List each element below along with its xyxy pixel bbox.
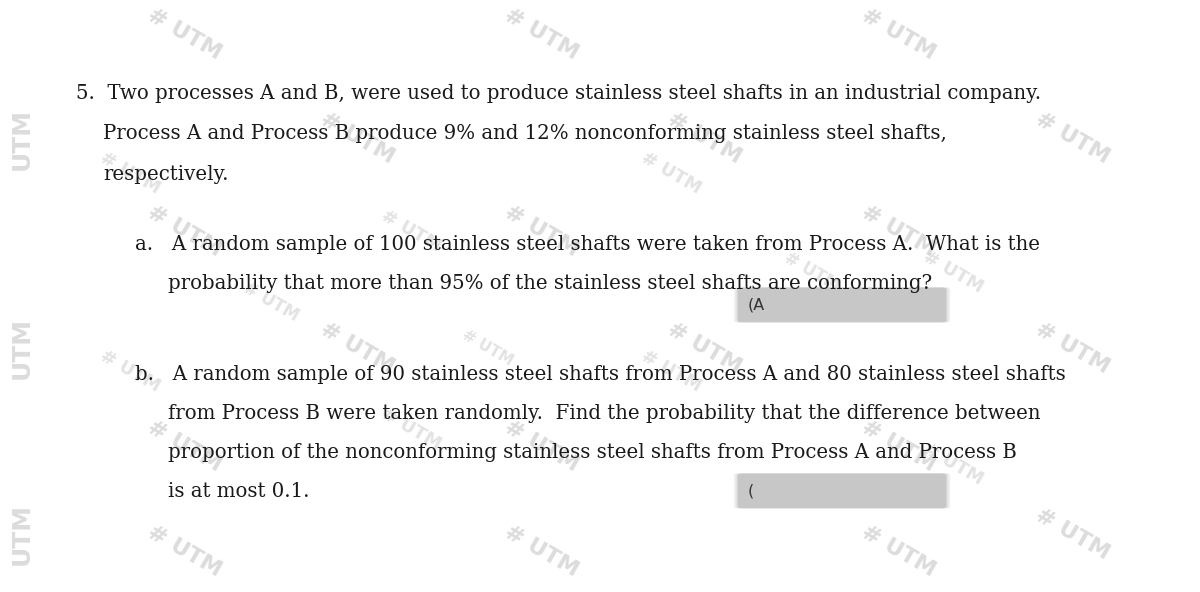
Text: # UTM: # UTM [858,202,940,261]
Text: # UTM: # UTM [781,249,844,295]
Text: from Process B were taken randomly.  Find the probability that the difference be: from Process B were taken randomly. Find… [168,404,1040,423]
Text: a.   A random sample of 100 stainless steel shafts were taken from Process A.  W: a. A random sample of 100 stainless stee… [136,234,1040,253]
FancyBboxPatch shape [738,288,946,322]
FancyBboxPatch shape [738,474,947,509]
Text: # UTM: # UTM [858,5,940,63]
FancyBboxPatch shape [733,473,950,509]
Text: # UTM: # UTM [1032,319,1112,377]
Text: UTM: UTM [10,503,34,565]
FancyBboxPatch shape [734,474,949,509]
Text: # UTM: # UTM [502,417,582,476]
Text: # UTM: # UTM [502,5,582,63]
Text: # UTM: # UTM [858,417,940,476]
Text: # UTM: # UTM [144,5,224,63]
Text: # UTM: # UTM [502,202,582,261]
Text: UTM: UTM [10,108,34,170]
Text: (: ( [748,484,754,498]
FancyBboxPatch shape [737,474,947,508]
Text: # UTM: # UTM [378,207,445,256]
Text: Process A and Process B produce 9% and 12% nonconforming stainless steel shafts,: Process A and Process B produce 9% and 1… [103,124,947,143]
FancyBboxPatch shape [736,288,949,322]
Text: # UTM: # UTM [502,522,582,580]
Text: (A: (A [748,297,764,313]
FancyBboxPatch shape [737,288,948,322]
FancyBboxPatch shape [736,288,948,322]
Text: # UTM: # UTM [638,347,704,395]
Text: # UTM: # UTM [317,110,397,168]
Text: # UTM: # UTM [317,319,397,377]
Text: # UTM: # UTM [664,319,744,377]
FancyBboxPatch shape [739,474,946,508]
Text: # UTM: # UTM [1032,110,1112,168]
Text: # UTM: # UTM [638,149,704,198]
FancyBboxPatch shape [736,474,949,509]
Text: # UTM: # UTM [144,202,224,261]
Text: respectively.: respectively. [103,165,228,184]
Text: # UTM: # UTM [858,522,940,580]
FancyBboxPatch shape [738,474,946,508]
Text: # UTM: # UTM [664,110,744,168]
Text: # UTM: # UTM [240,278,301,324]
FancyBboxPatch shape [737,474,948,508]
Text: probability that more than 95% of the stainless steel shafts are conforming?: probability that more than 95% of the st… [168,274,932,292]
Text: # UTM: # UTM [920,440,986,488]
Text: UTM: UTM [10,317,34,379]
Text: # UTM: # UTM [1032,505,1112,563]
Text: is at most 0.1.: is at most 0.1. [168,482,310,501]
Text: # UTM: # UTM [97,149,163,198]
Text: b.   A random sample of 90 stainless steel shafts from Process A and 80 stainles: b. A random sample of 90 stainless steel… [136,365,1066,384]
FancyBboxPatch shape [737,288,947,322]
FancyBboxPatch shape [739,288,946,322]
Text: # UTM: # UTM [144,522,224,580]
Text: # UTM: # UTM [920,248,986,297]
Text: # UTM: # UTM [378,405,445,453]
FancyBboxPatch shape [738,288,947,323]
Text: 5.  Two processes A and B, were used to produce stainless steel shafts in an ind: 5. Two processes A and B, were used to p… [76,83,1040,102]
Text: # UTM: # UTM [460,327,515,368]
FancyBboxPatch shape [733,287,950,323]
Text: # UTM: # UTM [97,347,163,395]
FancyBboxPatch shape [734,288,949,323]
FancyBboxPatch shape [736,474,948,508]
Text: # UTM: # UTM [144,417,224,476]
Text: proportion of the nonconforming stainless steel shafts from Process A and Proces: proportion of the nonconforming stainles… [168,443,1016,462]
